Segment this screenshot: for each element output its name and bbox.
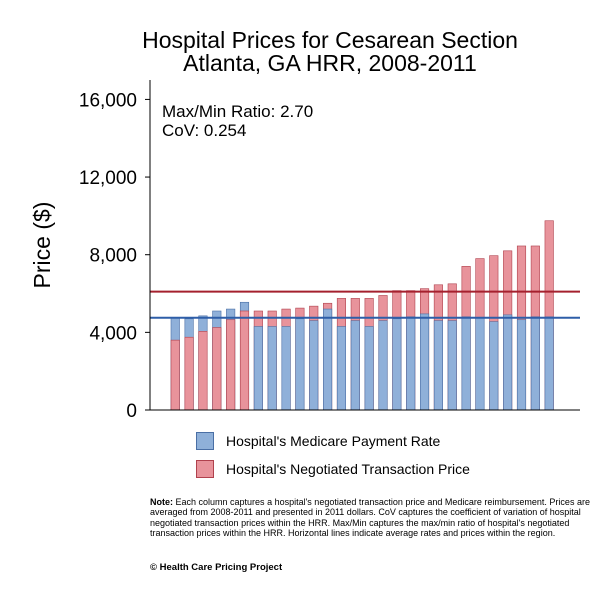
bar-medicare xyxy=(309,320,319,411)
bar-negotiated xyxy=(226,319,236,411)
y-tick-label: 12,000 xyxy=(79,168,137,189)
bar-medicare xyxy=(419,313,430,411)
chart-area: 0 4,000 8,000 12,000 16,000 Price ($) Max/Mi… xyxy=(29,80,580,422)
bar-medicare xyxy=(350,320,360,411)
bar-medicare xyxy=(530,316,540,411)
cov-label: CoV: 0.254 xyxy=(162,121,246,140)
legend-item-medicare: Hospital's Medicare Payment Rate xyxy=(196,431,440,451)
chart-title-line-2: Atlanta, GA HRR, 2008-2011 xyxy=(183,50,477,76)
bar-medicare xyxy=(267,326,277,411)
bar-medicare xyxy=(323,308,333,411)
average-lines-group xyxy=(150,290,580,319)
y-axis-label: Price ($) xyxy=(29,202,55,289)
footnote-label: Note: xyxy=(150,497,173,507)
bar-medicare xyxy=(253,326,263,411)
bar-medicare xyxy=(433,320,443,411)
bar-negotiated xyxy=(212,327,222,411)
bar-medicare xyxy=(392,318,402,411)
bar-medicare xyxy=(544,316,554,411)
bar-medicare xyxy=(378,320,388,411)
bar-negotiated xyxy=(184,336,194,411)
y-tick-label: 16,000 xyxy=(79,90,137,111)
chart-title-line-1: Hospital Prices for Cesarean Section xyxy=(142,27,518,53)
bar-medicare xyxy=(281,326,291,411)
legend-item-negotiated: Hospital's Negotiated Transaction Price xyxy=(196,459,470,479)
bar-medicare xyxy=(461,316,471,411)
bar-medicare xyxy=(475,317,485,411)
y-tick-label: 8,000 xyxy=(89,246,137,267)
legend-swatch-medicare xyxy=(196,432,214,450)
legend-swatch-negotiated xyxy=(196,460,214,478)
bar-medicare xyxy=(364,326,374,411)
bars-group xyxy=(170,220,554,411)
footnote-text: Each column captures a hospital's negoti… xyxy=(150,497,590,539)
bar-medicare xyxy=(489,321,499,411)
footnote: Note: Each column captures a hospital's … xyxy=(150,497,590,539)
y-ticks-group: 0 4,000 8,000 12,000 16,000 xyxy=(79,90,150,422)
copyright-text: © Health Care Pricing Project xyxy=(150,562,283,573)
bar-medicare xyxy=(516,319,527,411)
legend-label-medicare: Hospital's Medicare Payment Rate xyxy=(226,433,441,449)
bar-medicare xyxy=(503,314,513,411)
bar-medicare xyxy=(447,320,457,411)
y-tick-label: 0 xyxy=(126,401,137,422)
legend-label-negotiated: Hospital's Negotiated Transaction Price xyxy=(226,461,470,477)
bar-negotiated xyxy=(239,310,250,411)
bar-medicare xyxy=(336,326,347,411)
max-min-ratio-label: Max/Min Ratio: 2.70 xyxy=(162,102,313,121)
bar-negotiated xyxy=(170,339,180,411)
bar-negotiated xyxy=(198,331,208,411)
bar-medicare xyxy=(406,316,416,411)
y-tick-label: 4,000 xyxy=(89,323,137,344)
bar-medicare xyxy=(295,318,305,411)
